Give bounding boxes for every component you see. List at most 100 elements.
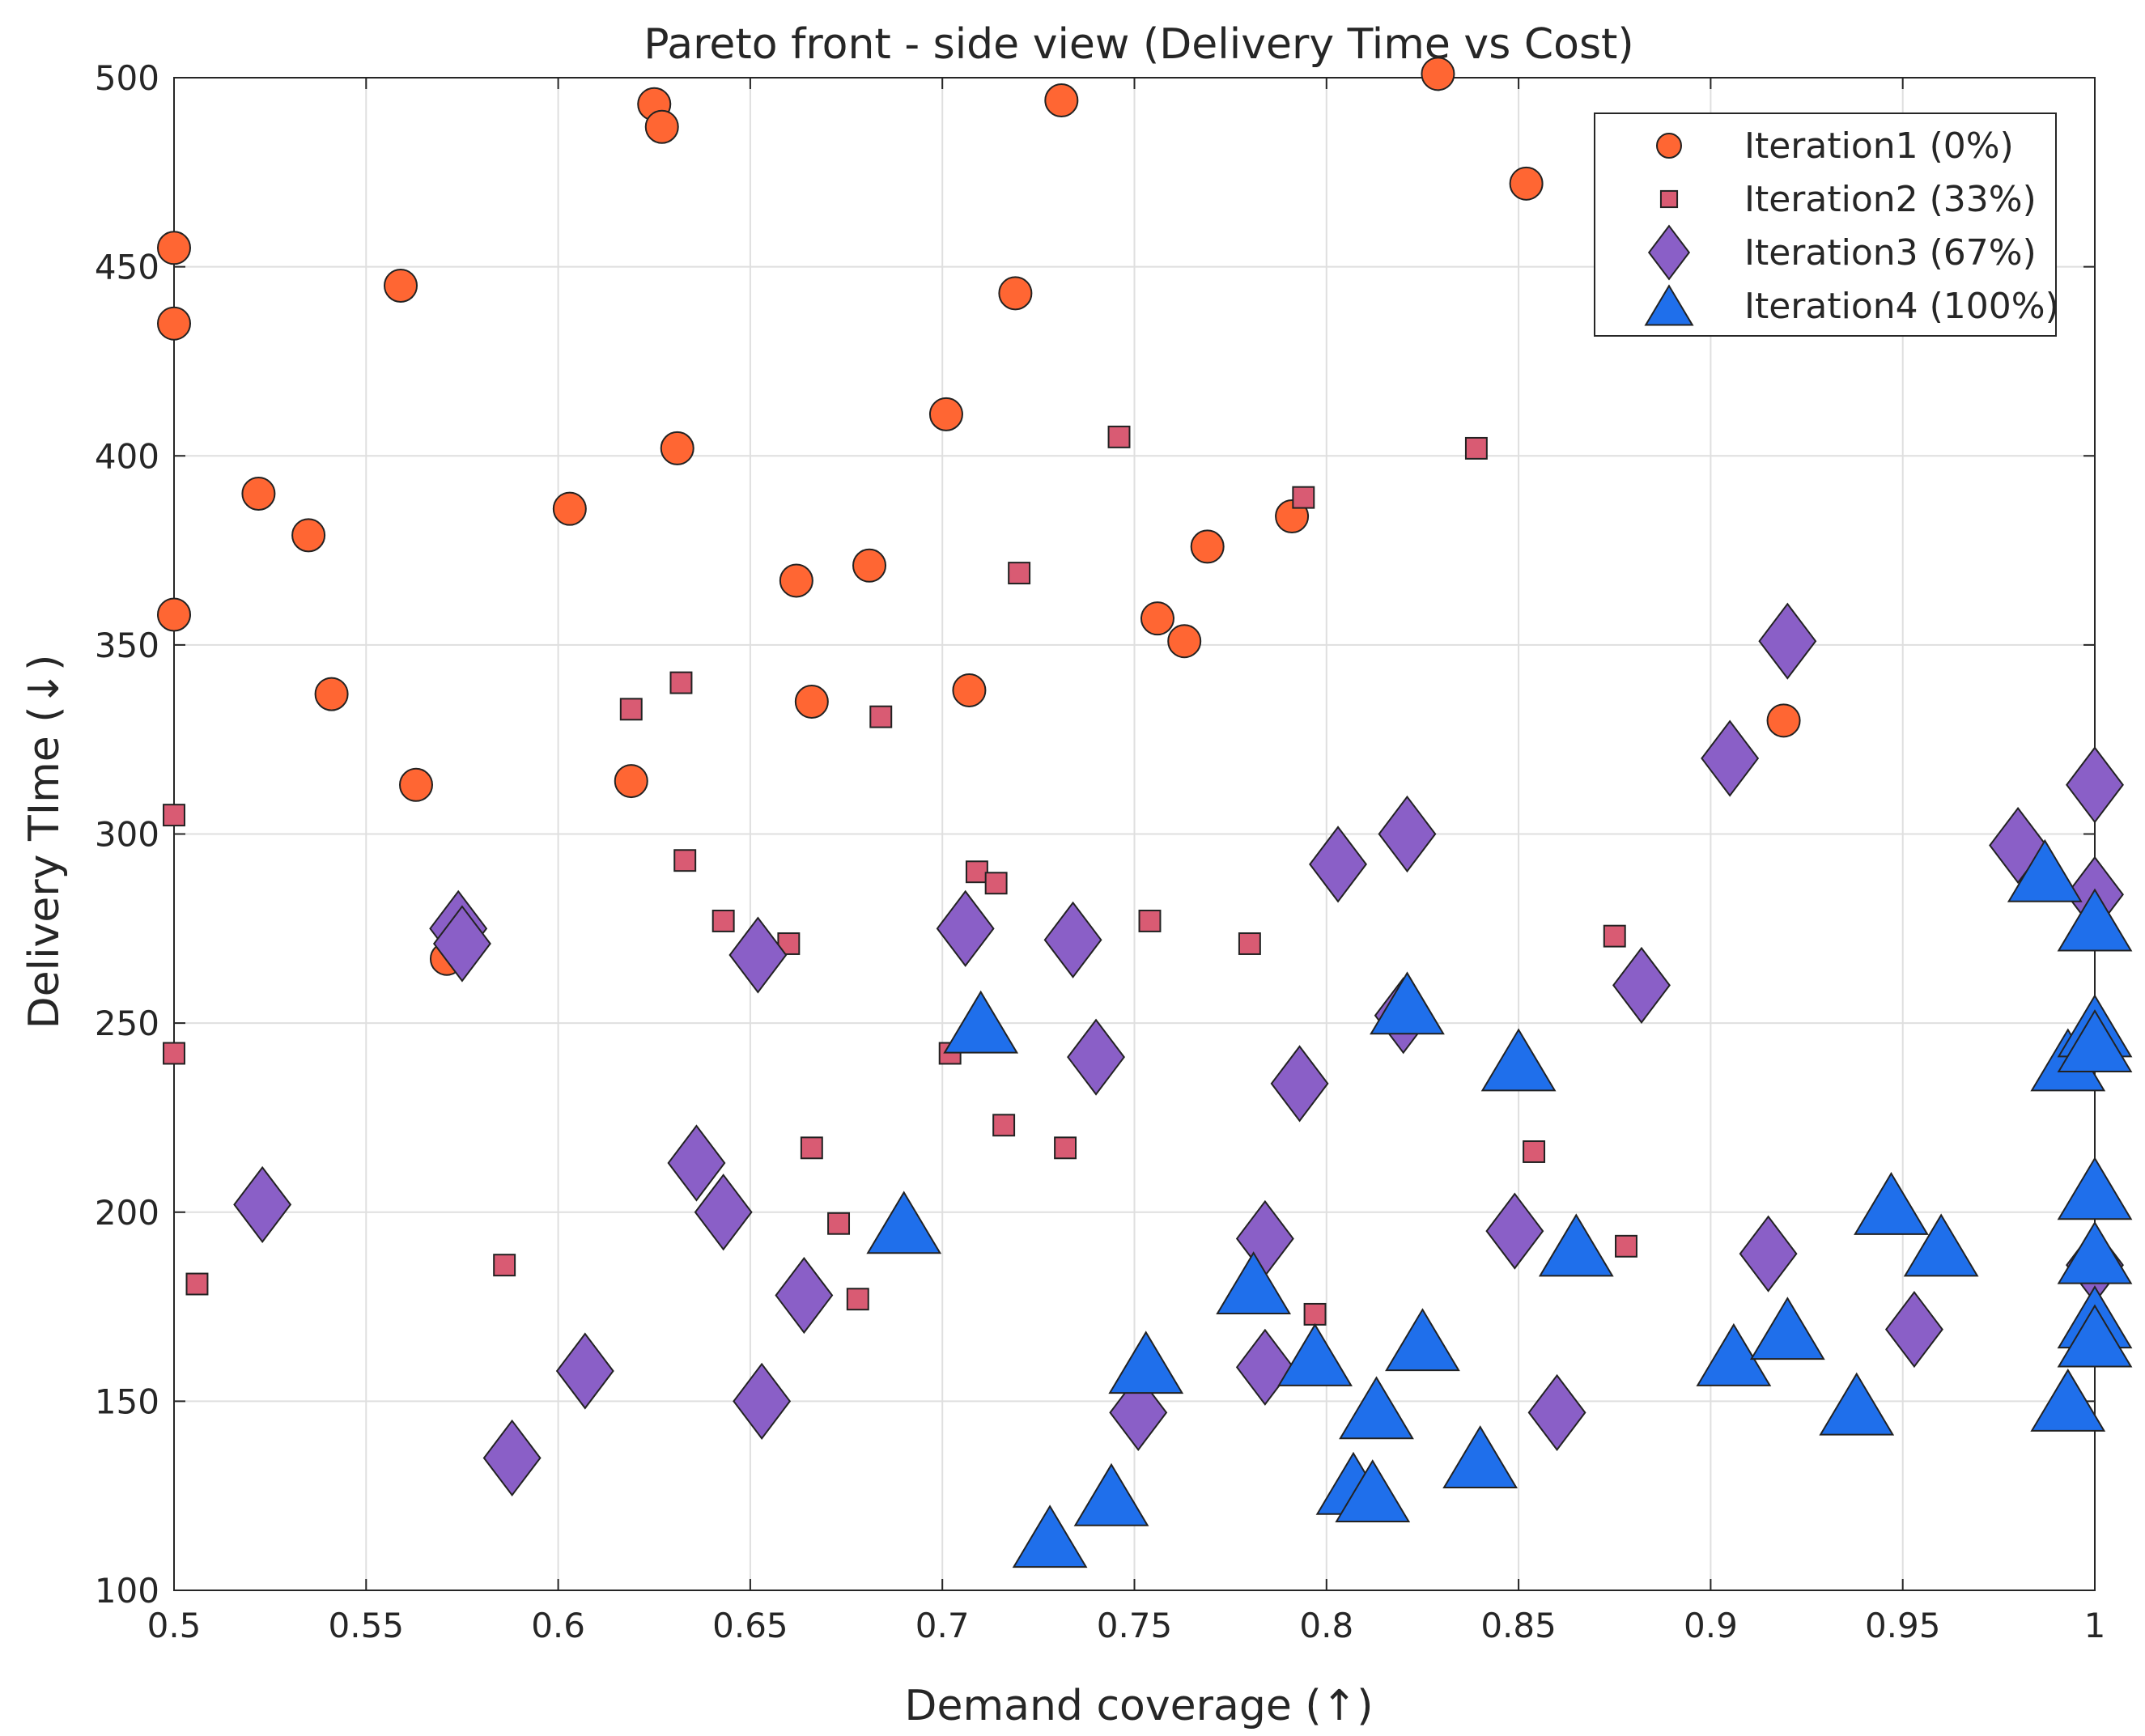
data-point-iteration2	[846, 1288, 869, 1311]
data-point-iteration4	[2057, 1157, 2133, 1220]
data-point-iteration1	[1140, 601, 1174, 636]
data-point-iteration3	[1739, 1215, 1798, 1292]
data-point-iteration4	[2057, 1009, 2133, 1073]
x-tick-label: 0.7	[915, 1606, 970, 1645]
data-point-iteration4	[2007, 838, 2083, 902]
data-point-iteration1	[794, 684, 829, 719]
x-tick-label: 0.6	[531, 1606, 585, 1645]
data-point-iteration4	[1216, 1251, 1292, 1315]
data-point-iteration3	[482, 1419, 542, 1497]
x-tick-label: 0.95	[1865, 1606, 1941, 1645]
y-tick-label: 200	[95, 1193, 159, 1233]
x-tick-label: 0.85	[1480, 1606, 1557, 1645]
data-point-iteration2	[163, 1042, 185, 1065]
data-point-iteration4	[1538, 1213, 1614, 1277]
data-point-iteration2	[1238, 932, 1261, 955]
data-point-iteration1	[614, 764, 648, 799]
data-point-iteration3	[775, 1256, 834, 1335]
legend-label-iteration1: Iteration1 (0%)	[1744, 125, 2014, 167]
data-point-iteration3	[733, 1362, 792, 1440]
data-point-iteration2	[1615, 1234, 1637, 1258]
data-point-iteration2	[827, 1212, 851, 1235]
data-point-iteration4	[943, 990, 1019, 1054]
y-axis-tick-labels: 100 150 200 250 300 350 400 450 500	[95, 58, 159, 1611]
y-tick-label: 450	[95, 248, 159, 287]
data-point-iteration3	[1485, 1192, 1544, 1270]
data-point-iteration2	[1008, 562, 1031, 585]
data-point-iteration3	[936, 889, 995, 967]
data-point-iteration2	[869, 705, 893, 728]
y-tick-label: 300	[95, 815, 159, 855]
data-point-iteration1	[1190, 529, 1225, 564]
data-point-iteration2	[1303, 1302, 1327, 1326]
legend-marker-iteration1	[1656, 133, 1682, 159]
data-point-iteration1	[998, 276, 1033, 311]
data-point-iteration1	[291, 518, 326, 553]
x-tick-label: 0.65	[712, 1606, 788, 1645]
data-point-iteration3	[1527, 1373, 1586, 1451]
data-point-iteration4	[1335, 1459, 1411, 1523]
data-point-iteration3	[233, 1165, 292, 1243]
data-point-iteration2	[1138, 910, 1162, 932]
data-point-iteration4	[2057, 1220, 2133, 1284]
data-point-iteration4	[1819, 1372, 1895, 1436]
data-point-iteration3	[667, 1124, 726, 1202]
data-point-iteration1	[952, 673, 987, 707]
data-point-iteration4	[1277, 1322, 1353, 1386]
data-point-iteration2	[493, 1254, 516, 1277]
data-point-iteration4	[2057, 888, 2133, 952]
y-tick-label: 250	[95, 1004, 159, 1043]
x-axis-label: Demand coverage (↑)	[904, 1682, 1373, 1730]
data-point-iteration4	[1073, 1462, 1149, 1526]
data-point-iteration2	[185, 1272, 209, 1296]
y-tick-label: 150	[95, 1382, 159, 1421]
data-point-iteration1	[1766, 703, 1801, 738]
legend-marker-iteration2	[1659, 189, 1679, 209]
data-point-iteration2	[1603, 924, 1626, 948]
data-point-iteration3	[694, 1174, 753, 1251]
data-point-iteration1	[157, 231, 191, 265]
data-point-iteration3	[432, 905, 491, 983]
y-tick-label: 350	[95, 626, 159, 665]
data-point-iteration3	[1309, 826, 1368, 903]
x-tick-label: 1	[2084, 1606, 2106, 1645]
data-point-iteration3	[1884, 1291, 1943, 1369]
x-tick-label: 0.5	[147, 1606, 202, 1645]
x-axis-tick-labels: 0.5 0.55 0.6 0.65 0.7 0.75 0.8 0.85 0.9 0.95 1	[147, 1606, 2106, 1645]
data-point-iteration2	[984, 872, 1008, 895]
data-point-iteration1	[314, 677, 349, 711]
legend-marker-iteration4	[1644, 284, 1694, 326]
data-point-iteration4	[1442, 1425, 1518, 1488]
y-axis-label: Delivery TIme (↓)	[20, 655, 69, 1029]
data-point-iteration3	[1067, 1018, 1126, 1096]
data-point-iteration3	[1612, 946, 1671, 1024]
data-points	[157, 57, 2133, 1568]
data-point-iteration2	[992, 1114, 1016, 1137]
data-point-iteration4	[1903, 1213, 1979, 1277]
data-point-iteration2	[1107, 425, 1131, 448]
data-point-iteration1	[1167, 624, 1202, 659]
axis-ticks	[173, 77, 2096, 1591]
data-point-iteration3	[1758, 602, 1817, 680]
data-point-iteration4	[1385, 1308, 1460, 1372]
data-point-iteration2	[673, 849, 697, 872]
chart-title: Pareto front - side view (Delivery Time …	[644, 20, 1633, 69]
x-tick-label: 0.55	[329, 1606, 405, 1645]
y-tick-label: 500	[95, 58, 159, 98]
data-point-iteration3	[1270, 1045, 1329, 1123]
series-4-points	[866, 838, 2133, 1568]
x-tick-label: 0.8	[1299, 1606, 1353, 1645]
data-point-iteration2	[711, 910, 735, 932]
data-point-iteration3	[1043, 901, 1102, 978]
data-point-iteration3	[1378, 795, 1437, 873]
x-tick-label: 0.9	[1684, 1606, 1738, 1645]
series-2-points	[163, 425, 2106, 1326]
data-point-iteration1	[1421, 57, 1455, 91]
legend-label-iteration4: Iteration4 (100%)	[1744, 286, 2059, 327]
data-point-iteration4	[1749, 1297, 1825, 1360]
data-point-iteration4	[1370, 971, 1445, 1035]
data-point-iteration1	[398, 767, 433, 802]
data-point-iteration1	[1509, 166, 1544, 201]
legend: Iteration1 (0%) Iteration2 (33%) Iteration…	[1594, 112, 2059, 337]
y-tick-label: 100	[95, 1571, 159, 1611]
